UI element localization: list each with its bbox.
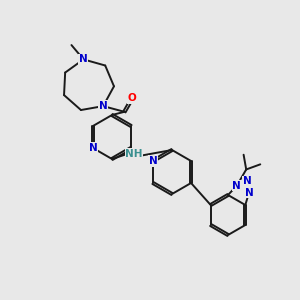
Text: N: N <box>79 54 88 64</box>
Text: O: O <box>128 94 136 103</box>
Text: N: N <box>88 143 97 153</box>
Text: N: N <box>148 156 157 166</box>
Text: N: N <box>244 188 253 198</box>
Text: N: N <box>99 101 108 111</box>
Text: NH: NH <box>125 149 143 159</box>
Text: N: N <box>243 176 252 186</box>
Text: N: N <box>232 181 241 191</box>
